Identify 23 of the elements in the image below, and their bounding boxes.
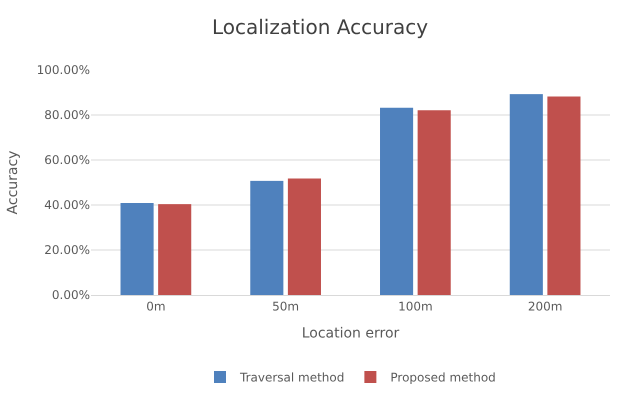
x-tick-label: 100m [398,299,433,314]
bar [250,180,284,295]
y-tick-label: 80.00% [44,108,90,122]
bar [547,96,580,295]
x-tick-label: 200m [528,299,562,314]
bar [288,178,321,295]
y-tick-label: 100.00% [36,63,90,78]
bar [418,110,451,295]
y-tick-label: 60.00% [44,153,90,168]
x-tick-label: 0m [146,299,166,314]
bar [158,204,192,295]
legend-label: Proposed method [390,370,496,385]
chart-title: Localization Accuracy [212,15,428,40]
bar [510,94,543,295]
bar [120,202,154,295]
bar [380,108,414,295]
y-axis-title: Accuracy [5,150,22,214]
legend-label: Traversal method [239,370,344,385]
x-axis-title: Location error [302,326,400,342]
y-tick-label: 0.00% [52,288,90,302]
y-tick-label: 40.00% [44,198,90,212]
y-tick-label: 20.00% [44,243,90,258]
x-tick-label: 50m [272,299,300,314]
